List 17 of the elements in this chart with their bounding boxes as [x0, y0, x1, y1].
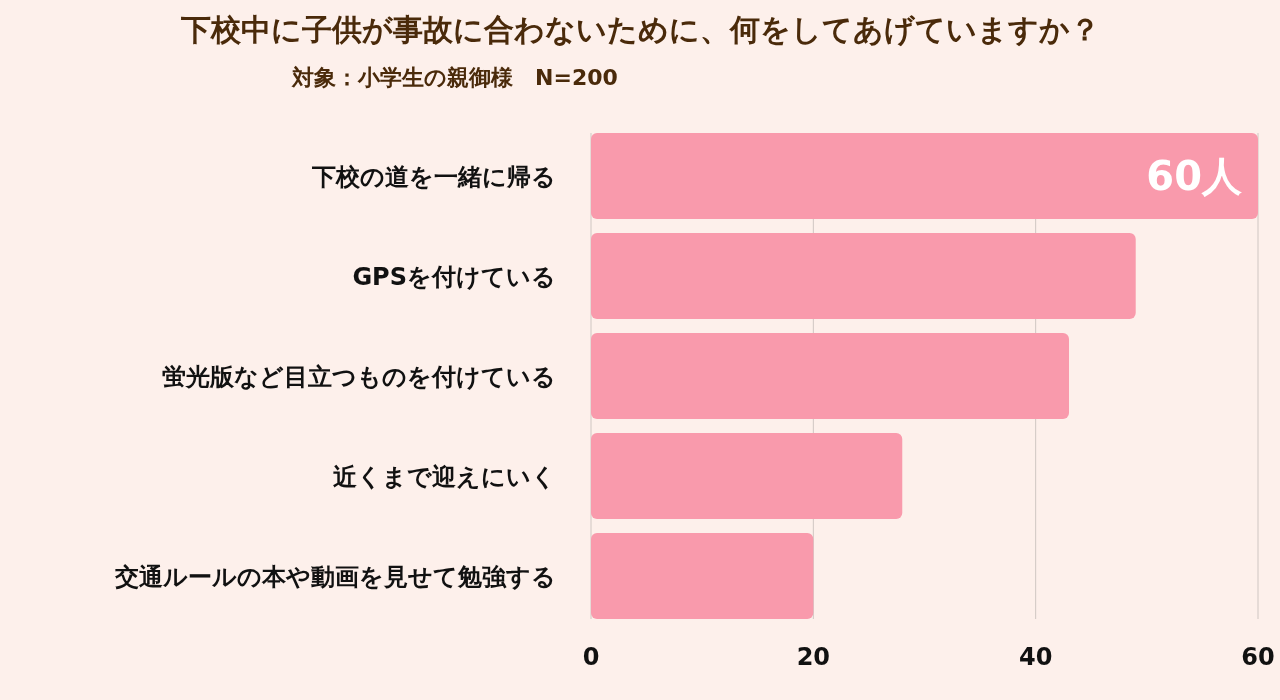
- bar: [591, 533, 814, 619]
- bar: [591, 333, 1070, 419]
- y-tick-label: 蛍光版など目立つものを付けている: [162, 363, 556, 391]
- data-label: 60人: [1146, 153, 1243, 199]
- y-tick-label: 下校の道を一緒に帰る: [311, 163, 556, 191]
- bar: [591, 133, 1258, 219]
- x-tick-label: 60: [1241, 643, 1275, 671]
- y-tick-label: 近くまで迎えにいく: [333, 463, 556, 491]
- bar: [591, 433, 903, 519]
- x-tick-label: 40: [1018, 643, 1053, 671]
- x-tick-label: 0: [582, 643, 600, 671]
- bar: [591, 233, 1136, 319]
- y-tick-label: GPSを付けている: [352, 263, 556, 291]
- chart-subtitle: 対象：小学生の親御様 N=200: [291, 65, 618, 90]
- y-tick-label: 交通ルールの本や動画を見せて勉強する: [114, 563, 556, 591]
- x-tick-label: 20: [796, 643, 831, 671]
- chart-title: 下校中に子供が事故に合わないために、何をしてあげていますか？: [179, 12, 1100, 47]
